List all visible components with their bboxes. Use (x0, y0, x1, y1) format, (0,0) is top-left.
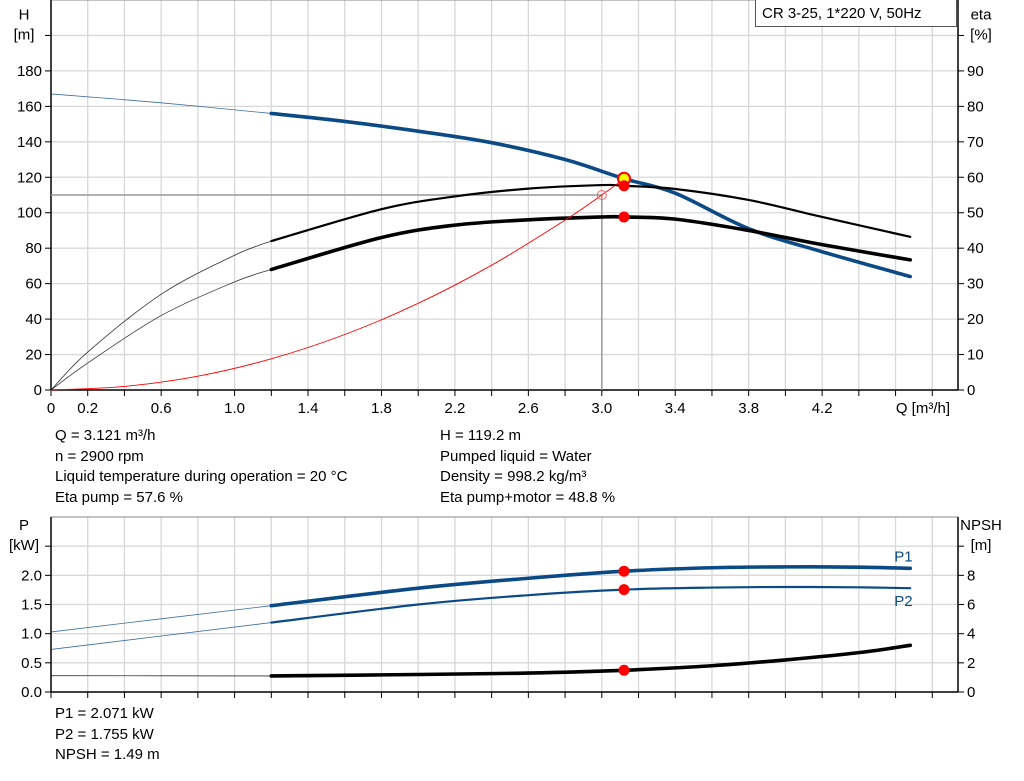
x-tick-label: 1.0 (224, 400, 245, 417)
info-eta-pump: Eta pump = 57.6 % (55, 489, 183, 507)
series-line-P1 (269, 565, 913, 608)
series-label-P2: P2 (894, 593, 912, 610)
y-axis-title-left: H (19, 6, 30, 23)
y-axis-title-right: eta (971, 6, 993, 23)
y-axis-unit-left: [m] (14, 26, 35, 43)
chart-title-box: CR 3-25, 1*220 V, 50Hz (755, 0, 957, 27)
duty-point-P2 (618, 584, 630, 596)
info-eta-pump-motor: Eta pump+motor = 48.8 % (440, 489, 616, 507)
x-tick-label: 1.4 (298, 400, 319, 417)
info-flow: Q = 3.121 m³/h (55, 427, 156, 444)
y-axis-unit-left: [kW] (9, 537, 39, 554)
info-head: H = 119.2 m (440, 427, 522, 444)
y-tick-label-left: 100 (17, 205, 42, 222)
series-extension-P2 (50, 622, 272, 650)
y-tick-label-right: 30 (967, 276, 984, 293)
y-tick-label-right: 40 (967, 240, 984, 257)
y-tick-label-left: 40 (25, 311, 42, 328)
duty-point-P1 (618, 565, 630, 577)
y-tick-label-left: 60 (25, 276, 42, 293)
series-extension-eta-pump-motor (50, 269, 272, 391)
y-tick-label-left: 80 (25, 240, 42, 257)
y-tick-label-left: 0.0 (21, 684, 42, 701)
info-temperature: Liquid temperature during operation = 20… (55, 468, 348, 486)
y-tick-label-right: 70 (967, 134, 984, 151)
y-tick-label-left: 120 (17, 169, 42, 186)
y-tick-label-left: 0.5 (21, 655, 42, 672)
y-tick-label-right: 0 (967, 382, 975, 399)
series-line-P2 (270, 585, 912, 624)
y-tick-label-left: 2.0 (21, 567, 42, 584)
y-tick-label-left: 180 (17, 63, 42, 80)
y-tick-label-left: 1.5 (21, 597, 42, 614)
y-tick-label-right: 60 (967, 169, 984, 186)
y-axis-title-right: NPSH (960, 517, 1002, 534)
panel-power-npsh: 0.0 0.5 1.0 1.5 2.0 0 2 4 6 8 P [kW] NPSH [m] P1 P2 (9, 516, 1002, 701)
x-tick-label: 0.2 (77, 400, 98, 417)
series-label-P1: P1 (894, 548, 912, 565)
series-line-eta-pump (270, 183, 912, 243)
duty-point-eta-pump (618, 180, 630, 192)
power-info: P1 = 2.071 kW P2 = 1.755 kW NPSH = 1.49 … (55, 704, 160, 766)
y-tick-label-right: 50 (967, 205, 984, 222)
reference-point (596, 190, 607, 200)
info-speed: n = 2900 rpm (55, 447, 144, 465)
operating-info-right: H = 119.2 m Pumped liquid = Water Densit… (440, 426, 615, 509)
info-liquid: Pumped liquid = Water (440, 447, 592, 465)
y-axis-unit-right: [m] (971, 537, 992, 554)
y-tick-label-right: 10 (967, 347, 984, 364)
y-tick-label-right: 6 (967, 597, 975, 614)
y-tick-label-left: 20 (25, 347, 42, 364)
y-axis-unit-right: [%] (970, 26, 992, 43)
x-tick-label: 0.6 (151, 400, 172, 417)
x-axis-title: Q [m³/h] (896, 400, 950, 417)
operating-info-left: Q = 3.121 m³/h n = 2900 rpm Liquid tempe… (55, 426, 347, 509)
chart-title: CR 3-25, 1*220 V, 50Hz (762, 5, 922, 22)
y-tick-label-right: 20 (967, 311, 984, 328)
y-tick-label-left: 160 (17, 98, 42, 115)
y-tick-label-right: 2 (967, 655, 975, 672)
x-tick-label: 3.0 (591, 400, 612, 417)
series-line-H (269, 111, 913, 279)
info-density: Density = 998.2 kg/m³ (440, 468, 587, 486)
x-tick-label: 0 (47, 400, 55, 417)
info-npsh: NPSH = 1.49 m (55, 746, 160, 764)
y-tick-label-left: 1.0 (21, 626, 42, 643)
y-tick-label-right: 80 (967, 98, 984, 115)
series-line-NPSH (269, 643, 913, 678)
info-p2: P2 = 1.755 kW (55, 725, 154, 743)
x-tick-label: 2.2 (444, 400, 465, 417)
y-tick-label-left: 0 (34, 382, 42, 399)
series-line-system-curve (50, 178, 625, 391)
y-tick-label-right: 4 (967, 626, 975, 643)
x-tick-label: 3.4 (665, 400, 686, 417)
y-tick-label-left: 140 (17, 134, 42, 151)
series-extension-H (50, 93, 272, 114)
x-tick-label: 3.8 (738, 400, 759, 417)
x-tick-label: 2.6 (518, 400, 539, 417)
panel-head-efficiency: 0 20 40 60 80 100 120 140 160 180 0 10 20 30 40 50 60 70 8… (14, 0, 993, 417)
series-extension-P1 (50, 605, 272, 633)
y-axis-title-left: P (19, 517, 29, 534)
series-line-eta-pump-motor (269, 214, 913, 272)
x-tick-label: 1.8 (371, 400, 392, 417)
y-tick-label-right: 8 (967, 567, 975, 584)
y-tick-label-right: 0 (967, 684, 975, 701)
series-extension-eta-pump (50, 240, 272, 391)
info-p1: P1 = 2.071 kW (55, 705, 154, 722)
y-tick-label-right: 90 (967, 63, 984, 80)
x-tick-label: 4.2 (812, 400, 833, 417)
duty-point-eta-pump-motor (618, 211, 630, 223)
duty-point-NPSH (618, 664, 630, 676)
